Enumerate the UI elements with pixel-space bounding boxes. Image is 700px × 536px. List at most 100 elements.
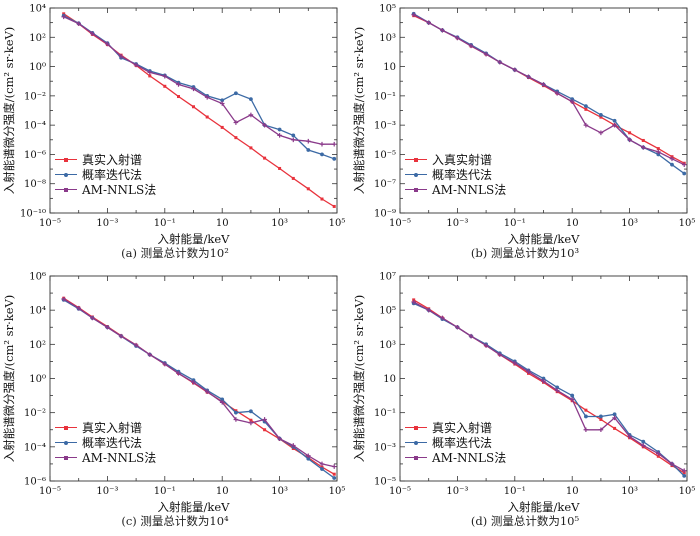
y-tick-label: 10⁻¹ — [374, 91, 396, 102]
y-tick-label: 10⁻⁷ — [374, 179, 396, 190]
legend-item-prob: 概率迭代法 — [405, 435, 506, 450]
data-point — [306, 453, 311, 459]
data-point — [332, 156, 337, 161]
data-point — [640, 145, 646, 150]
data-point — [291, 176, 295, 180]
y-tick-label: 10⁻⁵ — [374, 477, 396, 488]
data-point — [641, 439, 646, 444]
data-point — [306, 138, 311, 144]
data-point — [332, 204, 336, 208]
data-point — [176, 82, 181, 87]
data-point — [162, 361, 168, 367]
y-tick-label: 10⁵ — [379, 306, 396, 317]
data-point — [76, 21, 81, 26]
x-tick-label: 10³ — [271, 218, 288, 229]
data-point — [220, 397, 225, 402]
y-tick-label: 10⁷ — [379, 272, 396, 283]
data-point — [320, 152, 324, 157]
series-group — [411, 298, 687, 478]
data-point — [526, 74, 531, 80]
data-point — [682, 473, 687, 478]
data-point — [613, 426, 617, 430]
data-point — [148, 74, 152, 78]
data-point — [76, 305, 81, 311]
y-tick-label: 10⁻⁸ — [24, 179, 46, 190]
x-tick-label: 10⁻¹ — [154, 486, 176, 497]
data-point — [118, 54, 124, 59]
caption-b: (b) 测量总计数为10³ — [470, 246, 580, 260]
legend-label-prob: 概率迭代法 — [82, 436, 143, 450]
x-tick-label: 10 — [216, 218, 229, 229]
x-tick-label: 10 — [216, 486, 229, 497]
data-point — [426, 20, 431, 25]
legend-item-nnls: AM-NNLS法 — [405, 182, 506, 197]
data-point — [669, 461, 675, 467]
data-point — [555, 385, 560, 390]
y-tick-label: 10 — [383, 62, 396, 73]
y-tick-label: 10⁰ — [29, 62, 46, 73]
x-axis-title: 入射能量/keV — [158, 500, 231, 514]
x-tick-label: 10 — [566, 486, 579, 497]
data-point — [656, 454, 660, 458]
data-point — [332, 476, 337, 480]
data-point — [681, 468, 687, 474]
data-point — [306, 187, 310, 191]
data-point — [219, 101, 225, 106]
data-point — [306, 456, 311, 461]
legend-item-nnls: AM-NNLS法 — [55, 450, 156, 465]
panel-d: 10⁻⁵ 10⁻³ 10⁻¹ 10 10³ 10⁵ 10⁻⁵ 10⁻³ 10⁻¹ 10 10³ 10⁵… — [350, 268, 700, 536]
data-point — [105, 324, 110, 330]
data-point — [541, 376, 546, 381]
y-tick-label: 10⁻¹ — [374, 408, 396, 419]
x-tick-label: 10⁻³ — [96, 486, 118, 497]
x-axis-title: 入射能量/keV — [158, 232, 231, 246]
data-point — [249, 146, 253, 150]
series-group — [61, 296, 337, 480]
data-point — [569, 397, 575, 402]
y-axis-title: 入射能谱微分强度/(cm² sr·keV) — [352, 27, 366, 195]
data-point — [583, 122, 589, 128]
panel-a: 10⁻⁵ 10⁻³ 10⁻¹ 10 10³ 10⁵ 10⁻¹⁰ 10⁻⁸ 10⁻⁶ 10⁻⁴ 10⁻… — [0, 0, 350, 268]
x-tick-label: 10⁵ — [679, 218, 696, 229]
data-point — [468, 43, 474, 49]
data-point — [233, 91, 238, 96]
data-point — [681, 162, 687, 167]
data-point — [331, 141, 337, 147]
data-point — [277, 127, 282, 132]
data-point — [612, 412, 617, 417]
y-axis-title: 入射能谱微分强度/(cm² sr·keV) — [2, 295, 16, 463]
series-line — [63, 298, 335, 468]
data-point — [248, 112, 254, 118]
data-point — [628, 131, 632, 135]
legend-swatch-true — [405, 422, 427, 434]
data-point — [290, 137, 296, 143]
data-point — [554, 90, 560, 96]
data-point — [278, 166, 282, 170]
data-point — [599, 417, 603, 421]
data-point — [554, 388, 560, 393]
data-point — [233, 417, 239, 422]
data-point — [512, 67, 518, 73]
caption-d: (d) 测量总计数为10⁵ — [470, 514, 580, 528]
x-tick-label: 10⁻⁵ — [39, 486, 61, 497]
data-point — [192, 105, 195, 109]
y-axis-title: 入射能谱微分强度/(cm² sr·keV) — [352, 295, 366, 463]
y-tick-label: 10⁴ — [29, 306, 46, 317]
data-point — [220, 125, 224, 129]
data-point — [483, 51, 489, 57]
caption-c: (c) 测量总计数为10⁴ — [121, 514, 229, 528]
data-point — [234, 136, 238, 140]
data-point — [249, 409, 253, 414]
data-point — [147, 70, 153, 75]
data-point — [234, 409, 238, 413]
y-tick-label: 10⁻² — [24, 91, 46, 102]
y-tick-label: 10⁻⁶ — [24, 150, 46, 161]
data-point — [205, 115, 209, 119]
data-point — [426, 307, 431, 313]
legend-item-true: 真实入射谱 — [55, 152, 156, 167]
data-point — [440, 27, 445, 33]
legend-swatch-nnls — [405, 184, 427, 196]
x-tick-label: 10⁻¹ — [504, 218, 526, 229]
data-point — [455, 35, 460, 41]
data-point — [61, 296, 66, 302]
